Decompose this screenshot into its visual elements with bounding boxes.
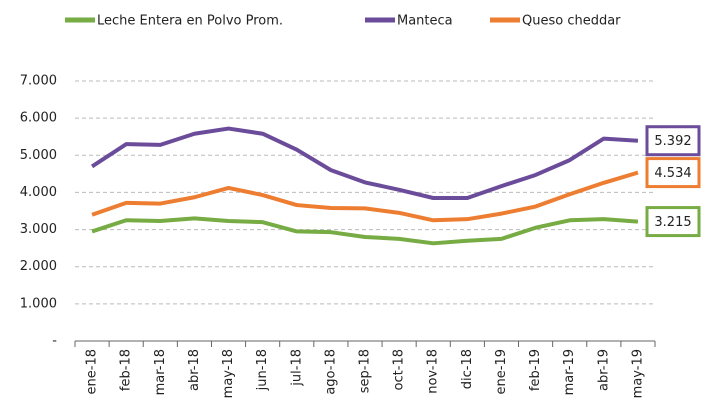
x-tick-label: dic-18 [460, 349, 475, 389]
series-line [91, 170, 639, 223]
x-tick-label: abr-19 [596, 349, 611, 391]
y-tick-label: 4.000 [20, 185, 57, 200]
y-tick-label: - [52, 334, 57, 349]
y-tick-label: 5.000 [20, 148, 57, 163]
x-tick-label: oct-18 [392, 349, 407, 390]
y-tick-label: 2.000 [20, 259, 57, 274]
legend-label: Leche Entera en Polvo Prom. [97, 14, 283, 29]
y-tick-label: 6.000 [20, 111, 57, 126]
y-tick-label: 3.000 [20, 222, 57, 237]
legend-label: Queso cheddar [522, 14, 621, 29]
y-tick-label: 7.000 [20, 74, 57, 89]
series-line [91, 216, 639, 246]
value-label-box [645, 157, 701, 189]
x-tick-label: may-18 [221, 349, 236, 398]
x-tick-label: jun-18 [255, 349, 270, 391]
x-tick-label: sep-18 [358, 349, 373, 393]
y-tick-label: 1.000 [20, 296, 57, 311]
series-line [90, 126, 639, 200]
x-tick-label: feb-19 [528, 349, 543, 391]
value-label: 5.392 [654, 134, 691, 149]
value-label: 4.534 [654, 166, 691, 181]
x-tick-label: mar-19 [562, 349, 577, 395]
x-tick-label: ago-18 [323, 349, 338, 395]
x-tick-label: mar-18 [153, 349, 168, 395]
value-label-box [645, 125, 701, 157]
x-tick-label: ene-19 [494, 349, 509, 394]
legend-label: Manteca [397, 14, 453, 29]
x-tick-label: feb-18 [119, 349, 134, 391]
value-label: 3.215 [654, 215, 691, 230]
x-tick-label: ene-18 [85, 349, 100, 394]
x-tick-label: abr-18 [187, 349, 202, 391]
value-label-box [645, 206, 701, 238]
x-tick-label: may-19 [630, 349, 645, 398]
x-tick-label: nov-18 [426, 349, 441, 394]
x-tick-label: jul-18 [289, 349, 304, 387]
